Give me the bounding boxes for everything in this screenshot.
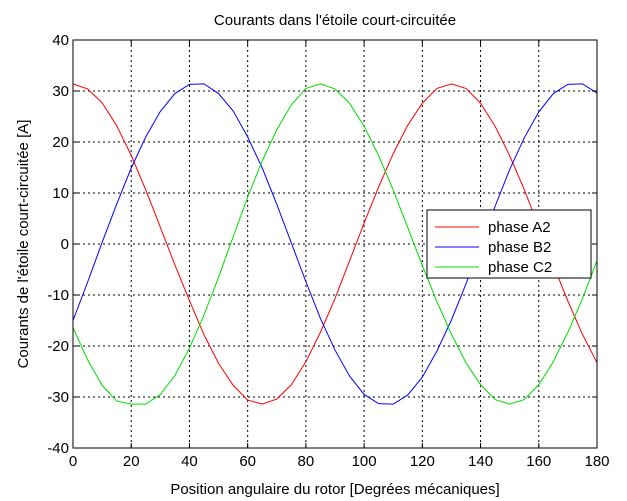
x-tick-label: 140 <box>468 453 493 470</box>
x-tick-label: 60 <box>239 453 256 470</box>
y-tick-label: 40 <box>52 32 69 49</box>
series-line-1 <box>72 83 598 405</box>
x-tick-label: 100 <box>352 453 377 470</box>
y-tick-label: 20 <box>52 134 69 151</box>
y-tick-label: -40 <box>47 440 69 457</box>
x-tick-label: 40 <box>181 453 198 470</box>
legend-label-1: phase A2 <box>488 219 551 236</box>
axes: 0 20 40 60 80 100 120 140 160 180 -40 -30 -20 -10 0 10 2… <box>47 32 609 470</box>
y-tick-label: 30 <box>52 83 69 100</box>
y-tick-label: 0 <box>61 236 69 253</box>
legend-label-3: phase C2 <box>488 259 552 276</box>
x-tick-label: 20 <box>123 453 140 470</box>
legend: phase A2 phase B2 phase C2 <box>426 209 592 279</box>
series-line-3 <box>72 83 598 405</box>
grid <box>73 40 597 448</box>
x-tick-label: 0 <box>69 453 77 470</box>
x-tick-label: 180 <box>584 453 609 470</box>
y-tick-label: 10 <box>52 185 69 202</box>
x-tick-label: 80 <box>298 453 315 470</box>
chart-title: Courants dans l'étoile court-circuitée <box>214 12 456 29</box>
legend-label-2: phase B2 <box>488 239 551 256</box>
x-axis-title: Position angulaire du rotor [Degrées méc… <box>170 481 499 498</box>
y-tick-label: -30 <box>47 389 69 406</box>
y-axis-title: Courants de l'étoile court-circuitée [A] <box>15 120 32 369</box>
series-line-2 <box>72 83 598 405</box>
x-tick-label: 160 <box>526 453 551 470</box>
series-layer <box>72 83 598 405</box>
y-tick-label: -20 <box>47 338 69 355</box>
y-tick-label: -10 <box>47 287 69 304</box>
x-tick-label: 120 <box>410 453 435 470</box>
